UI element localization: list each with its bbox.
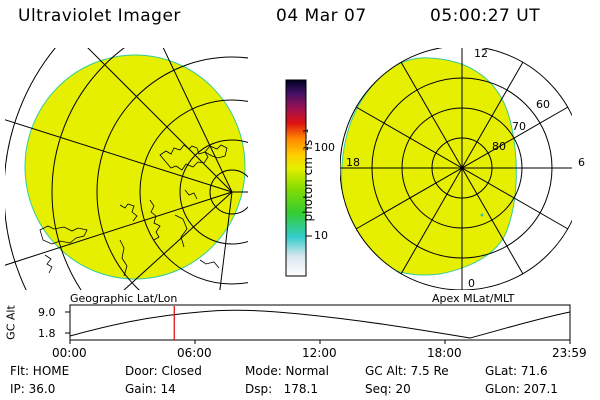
colorbar-tick-10: 10 — [314, 229, 328, 242]
altitude-plot — [65, 304, 571, 344]
coastline-map-icon — [39, 144, 228, 277]
gc-alt-status: GC Alt: 7.5 Re — [365, 364, 449, 378]
geographic-panel — [5, 48, 248, 290]
mlat-label-60: 60 — [536, 98, 550, 111]
colorbar-tick-100: 100 — [314, 141, 335, 154]
alt-xtick-2359: 23:59 — [552, 346, 587, 360]
alt-ylabel: GC Alt — [4, 305, 18, 340]
geo-panel-label: Geographic Lat/Lon — [70, 292, 178, 305]
mode-status: Mode: Normal — [245, 364, 329, 378]
gain-status: Gain: 14 — [125, 382, 176, 396]
bright-spot — [480, 213, 484, 217]
alt-xtick-0000: 00:00 — [52, 346, 87, 360]
dsp-status: Dsp: 178.1 — [245, 382, 318, 396]
polar-grid — [340, 48, 572, 290]
glon-status: GLon: 207.1 — [485, 382, 558, 396]
alt-xtick-0600: 06:00 — [177, 346, 212, 360]
door-status: Door: Closed — [125, 364, 202, 378]
mlt-label-18: 18 — [346, 156, 360, 169]
seq-status: Seq: 20 — [365, 382, 411, 396]
flight-status: Flt: HOME — [10, 364, 70, 378]
apex-polar-panel — [340, 48, 572, 290]
color-bar — [285, 79, 312, 277]
polar-panel-label: Apex MLat/MLT — [432, 292, 515, 305]
altitude-curve — [69, 309, 571, 339]
alt-ytick-9: 9.0 — [38, 306, 56, 319]
mlt-label-12: 12 — [474, 47, 488, 60]
mlt-label-0: 0 — [468, 277, 475, 290]
alt-ytick-1.8: 1.8 — [38, 327, 56, 340]
date-label: 04 Mar 07 — [276, 6, 367, 26]
instrument-title: Ultraviolet Imager — [18, 6, 181, 26]
glat-status: GLat: 71.6 — [485, 364, 548, 378]
alt-xtick-1800: 18:00 — [427, 346, 462, 360]
mlat-label-70: 70 — [512, 120, 526, 133]
alt-xtick-1200: 12:00 — [302, 346, 337, 360]
colorbar-unit-label: photon cm⁻²s⁻¹ — [301, 128, 315, 222]
time-label: 05:00:27 UT — [430, 6, 541, 26]
ip-status: IP: 36.0 — [10, 382, 56, 396]
geo-grid — [5, 48, 248, 290]
mlat-label-80: 80 — [492, 140, 506, 153]
uv-emission-disk-geo — [24, 54, 246, 280]
mlt-label-6: 6 — [578, 156, 585, 169]
